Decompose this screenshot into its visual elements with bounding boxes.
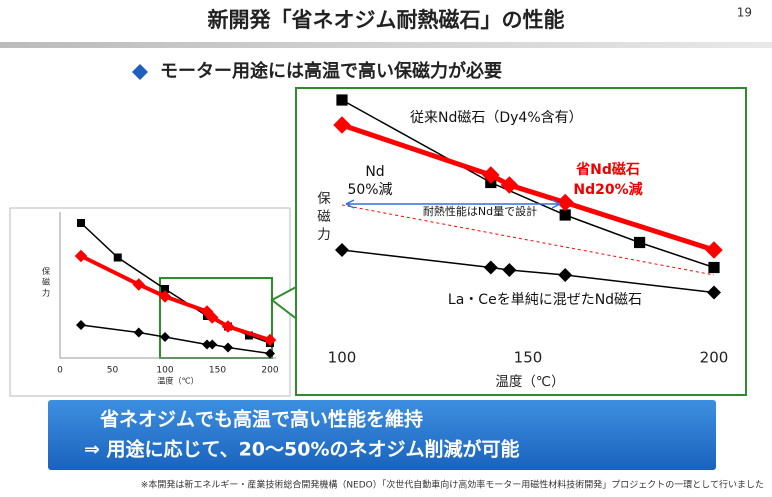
point [223, 342, 233, 353]
annotation: 従来Nd磁石（Dy4%含有） [410, 110, 583, 126]
annotation: La・Ceを単純に混ぜたNd磁石 [448, 292, 642, 308]
point [77, 219, 85, 227]
footnote: ※本開発は新エネルギー・産業技術総合開発機構（NEDO）「次世代自動車向け高効率… [141, 479, 764, 491]
charts: 0 50 100 150 200 温度（℃） 保磁力 100 150 200 温度（℃） 保磁力 従来N… [42, 94, 729, 390]
point [558, 268, 573, 282]
banner-line: 省ネオジムでも高温で高い性能を維持 [99, 408, 423, 431]
annotation: 耐熱性能はNd量で設計 [423, 204, 537, 218]
point [113, 253, 122, 262]
point [265, 348, 275, 359]
y-axis-label: 保磁力 [314, 191, 331, 245]
point [263, 333, 277, 347]
x-axis-label: 温度（℃） [157, 376, 198, 386]
point [559, 209, 571, 221]
arrow [345, 199, 561, 209]
annotation: Nd [365, 164, 384, 180]
banner [48, 400, 716, 470]
annotation: Nd20%減 [573, 181, 642, 198]
small-chart-frame [9, 207, 291, 397]
point [556, 193, 574, 212]
large-chart-frame [295, 87, 747, 396]
point [207, 339, 218, 350]
x-tick-label: 0 [57, 366, 63, 376]
x-tick-label: 100 [328, 349, 357, 367]
subtitle: モーター用途には高温で高い保磁力が必要 [160, 60, 502, 82]
point [158, 290, 172, 303]
point [705, 241, 723, 259]
point [132, 278, 145, 291]
banner-line: ⇒ 用途に応じて、20～50%のネオジム削減が可能 [84, 438, 520, 461]
point [161, 285, 169, 293]
point [634, 236, 646, 249]
point [483, 260, 498, 275]
point [133, 327, 144, 338]
x-tick-label: 150 [514, 349, 543, 367]
point [206, 311, 219, 324]
annotation: 省Nd磁石 [575, 161, 640, 178]
x-tick-label: 50 [107, 366, 119, 376]
point [221, 320, 235, 333]
point [245, 331, 253, 340]
x-tick-label: 200 [700, 349, 729, 367]
point [500, 176, 519, 194]
point [502, 263, 517, 277]
point [333, 116, 351, 134]
point [335, 243, 349, 257]
x-tick-label: 200 [261, 366, 278, 376]
annotation: 50%減 [347, 181, 392, 198]
point [160, 332, 170, 342]
title-rule [0, 42, 772, 48]
point [76, 320, 86, 330]
slide-title: 新開発「省ネオジム耐熱磁石」の性能 [208, 8, 565, 32]
x-axis-label: 温度（℃） [495, 374, 564, 390]
x-tick-label: 100 [156, 366, 173, 376]
point [707, 285, 721, 300]
page-number: 19 [737, 6, 752, 20]
point [336, 94, 348, 106]
y-axis-label: 保磁力 [42, 266, 52, 299]
point [202, 339, 212, 350]
point [74, 249, 88, 263]
point [482, 166, 500, 184]
bullet [132, 64, 148, 80]
x-tick-label: 150 [209, 366, 226, 376]
point [708, 261, 720, 274]
